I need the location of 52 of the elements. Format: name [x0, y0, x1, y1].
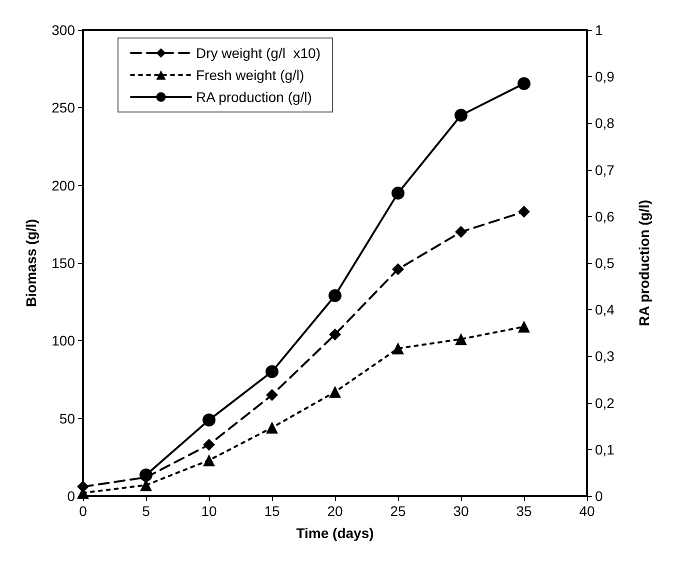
x-tick-label: 40 [579, 503, 595, 519]
x-tick-label: 10 [201, 503, 217, 519]
point [203, 438, 215, 451]
point [392, 263, 404, 276]
y-tick-label: 300 [52, 22, 76, 38]
x-tick-label: 0 [79, 503, 88, 519]
x-axis-title: Time (days) [296, 525, 374, 541]
point [266, 365, 278, 378]
y-tick-label: 250 [52, 100, 76, 116]
y2-tick-label: 0,7 [595, 162, 615, 178]
y2-tick-label: 0,2 [595, 394, 615, 411]
point [454, 108, 468, 122]
x-tick-label: 20 [327, 503, 343, 519]
y2-tick-label: 1 [595, 22, 603, 38]
point [329, 386, 341, 398]
point [202, 414, 216, 427]
y2-tick-label: 0,6 [595, 208, 615, 224]
y-tick-label: 200 [52, 177, 76, 194]
point [329, 328, 341, 340]
point [518, 77, 530, 90]
point [392, 342, 404, 354]
y-tick-label: 0 [67, 488, 76, 504]
point [266, 422, 278, 434]
y-tick-label: 100 [52, 332, 76, 349]
y-tick-label: 50 [59, 410, 76, 426]
point [392, 186, 404, 200]
y-axis-title: Biomass (g/l) [23, 219, 39, 307]
y2-tick-label: 0,1 [595, 441, 615, 458]
y2-axis-title: RA production (g/l) [636, 200, 652, 326]
point [518, 206, 530, 218]
x-tick-label: 30 [453, 503, 469, 519]
x-tick-label: 5 [142, 503, 150, 519]
y-tick-label: 150 [52, 255, 76, 271]
legend-label: Fresh weight (g/l) [196, 67, 304, 83]
x-tick-label: 15 [264, 503, 280, 519]
y2-tick-label: 0,4 [595, 302, 615, 318]
y2-tick-label: 0,8 [595, 115, 615, 132]
legend-label: RA production (g/l) [196, 89, 312, 105]
point [266, 389, 278, 402]
point [203, 454, 215, 466]
x-tick-label: 25 [390, 503, 406, 519]
point [140, 468, 152, 482]
point [518, 320, 530, 333]
legend-label: Dry weight (g/l x10) [196, 45, 320, 61]
y2-tick-label: 0,9 [595, 68, 615, 85]
y2-tick-label: 0 [595, 488, 603, 504]
point [328, 289, 342, 302]
x-tick-label: 35 [516, 503, 532, 519]
point [455, 333, 467, 346]
y2-tick-label: 0,5 [595, 255, 615, 271]
y2-tick-label: 0,3 [595, 348, 615, 364]
point [455, 226, 467, 238]
